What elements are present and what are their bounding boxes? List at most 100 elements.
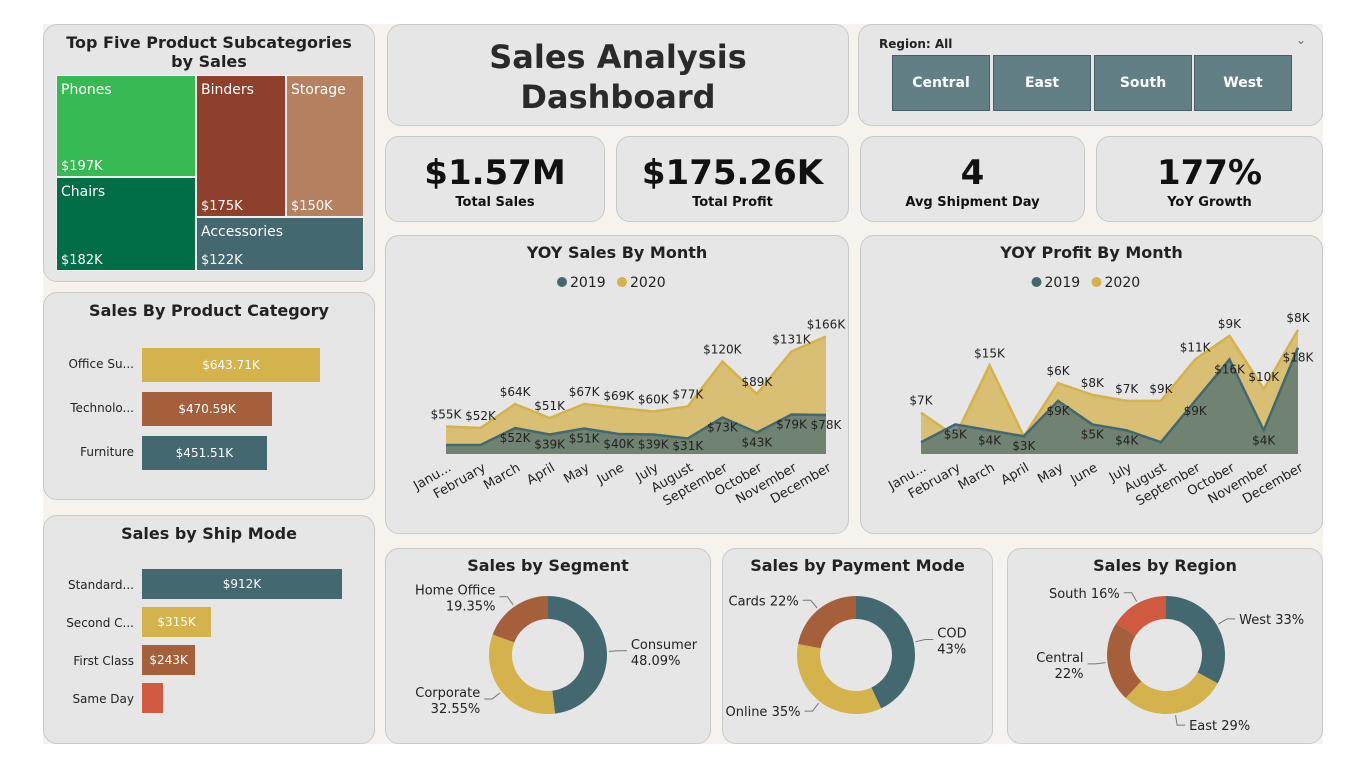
donut-slice-west[interactable] — [1166, 596, 1225, 684]
slice-label: Consumer — [631, 638, 698, 653]
segment-card: Sales by Segment Consumer 48.09% Corporate 3… — [385, 548, 711, 744]
legend-label-2019: 2019 — [570, 275, 606, 291]
data-label: $69K — [603, 389, 635, 403]
chart-title: YOY Profit By Month — [999, 243, 1182, 262]
bar[interactable]: $451.51K — [142, 436, 267, 470]
region-button-south[interactable]: South — [1094, 55, 1192, 111]
donut-slice-cod[interactable] — [856, 596, 915, 709]
data-label: $64K — [500, 385, 532, 399]
donut-slice-corporate[interactable] — [489, 634, 556, 714]
x-tick-label: April — [999, 460, 1032, 488]
region-filter-card: Region: All ⌄ Central East South West — [858, 24, 1323, 126]
yoy-profit-chart: YOY Profit By Month 2019 2020 $5K $4K $3K $9K $… — [885, 243, 1315, 509]
treemap-card: Top Five Product Subcategories by Sales … — [43, 24, 375, 282]
data-label: $10K — [1248, 370, 1280, 384]
data-label: $5K — [1081, 427, 1105, 441]
donut-slice-south[interactable] — [1116, 596, 1166, 636]
yoy-sales-card: YOY Sales By Month 2019 2020 $52K $39K $51K $4… — [385, 235, 849, 534]
bar[interactable]: $243K — [142, 645, 196, 675]
yoy-profit-card: YOY Profit By Month 2019 2020 $5K $4K $3K $9K $… — [860, 235, 1323, 534]
treemap-cell-phones[interactable]: Phones $197K — [56, 75, 196, 177]
donut-slice-online[interactable] — [797, 643, 882, 714]
x-tick-label: May — [1035, 460, 1066, 487]
payment-card: Sales by Payment Mode COD 43% Online 35% Car… — [722, 548, 993, 744]
data-label: $55K — [431, 408, 463, 422]
treemap-cell-storage[interactable]: Storage $150K — [286, 75, 364, 217]
data-label: $9K — [1218, 317, 1242, 331]
data-label: $52K — [465, 409, 497, 423]
data-label: $8K — [1286, 311, 1310, 325]
chevron-down-icon[interactable]: ⌄ — [1295, 33, 1306, 47]
region-button-west[interactable]: West — [1194, 55, 1292, 111]
bar[interactable]: $470.59K — [142, 392, 273, 426]
kpi-total-sales: $1.57M Total Sales — [385, 136, 605, 222]
x-tick-label: June — [1067, 460, 1100, 488]
leader-line — [484, 692, 501, 700]
data-label: $3K — [1012, 439, 1036, 453]
leader-line — [1175, 715, 1186, 726]
data-label: $4K — [978, 433, 1002, 447]
slice-value: 22% — [1055, 667, 1084, 682]
bar-category-label: Technolo... — [70, 401, 134, 415]
leader-line — [608, 650, 627, 652]
shipmode-title: Sales by Ship Mode — [121, 524, 297, 543]
slice-label: COD — [937, 627, 966, 642]
chart-title: Sales by Segment — [467, 556, 629, 575]
slice-value: 19.35% — [446, 600, 496, 615]
slice-value: 48.09% — [631, 654, 681, 669]
data-label: $73K — [707, 421, 739, 435]
bar-category-label: Furniture — [80, 445, 134, 459]
leader-line — [804, 702, 820, 712]
line-series-2019 — [920, 347, 1300, 444]
area-series-2019 — [921, 347, 1298, 454]
donut-slice-cards[interactable] — [798, 596, 856, 649]
bar[interactable] — [142, 683, 163, 713]
x-tick-label: May — [561, 460, 592, 487]
slice-label: Home Office — [415, 584, 495, 599]
donut-slice-consumer[interactable] — [548, 596, 607, 714]
treemap-cell-accessories[interactable]: Accessories $122K — [196, 217, 364, 271]
data-label: $51K — [569, 432, 601, 446]
region-button-central[interactable]: Central — [892, 55, 990, 111]
slice-label: Corporate — [415, 686, 480, 701]
data-label: $78K — [811, 418, 843, 432]
shipmode-card: Sales by Ship Mode Standard... $912K Secon… — [43, 515, 375, 744]
line-series-2020 — [920, 329, 1300, 439]
x-tick-label: March — [481, 460, 523, 493]
data-label: $131K — [772, 333, 812, 347]
leader-line — [1087, 662, 1106, 665]
data-label: $120K — [703, 343, 743, 357]
data-label: $18K — [1283, 351, 1315, 365]
slice-value: 43% — [937, 643, 966, 658]
bar-category-label: Second C... — [66, 616, 134, 630]
data-label: $52K — [500, 431, 532, 445]
data-label: $166K — [807, 318, 847, 332]
region-button-east[interactable]: East — [993, 55, 1091, 111]
leader-line — [915, 639, 934, 643]
slice-label: Central — [1036, 651, 1083, 666]
bar-category-label: Same Day — [72, 692, 134, 706]
bar[interactable]: $315K — [142, 607, 212, 637]
leader-line — [1218, 618, 1236, 625]
treemap-cell-chairs[interactable]: Chairs $182K — [56, 177, 196, 271]
donut-slice-home-office[interactable] — [492, 596, 548, 643]
slice-label: West 33% — [1239, 613, 1304, 628]
category-card: Sales By Product Category Office Su... $6… — [43, 292, 375, 500]
chart-title: Sales by Payment Mode — [750, 556, 965, 575]
slice-label: East 29% — [1189, 719, 1250, 734]
data-label: $9K — [1184, 404, 1208, 418]
donut-slice-central[interactable] — [1107, 623, 1142, 699]
donut-slice-east[interactable] — [1125, 672, 1218, 714]
x-tick-label: March — [956, 460, 998, 493]
bar[interactable]: $912K — [142, 569, 342, 599]
title-card: Sales Analysis Dashboard — [387, 24, 849, 126]
data-label: $9K — [1047, 404, 1071, 418]
chart-title: Sales by Region — [1093, 556, 1237, 575]
treemap-cell-binders[interactable]: Binders $175K — [196, 75, 286, 217]
bar[interactable]: $643.71K — [142, 348, 320, 382]
data-label: $43K — [742, 436, 774, 450]
page-title: Sales Analysis Dashboard — [489, 38, 747, 116]
